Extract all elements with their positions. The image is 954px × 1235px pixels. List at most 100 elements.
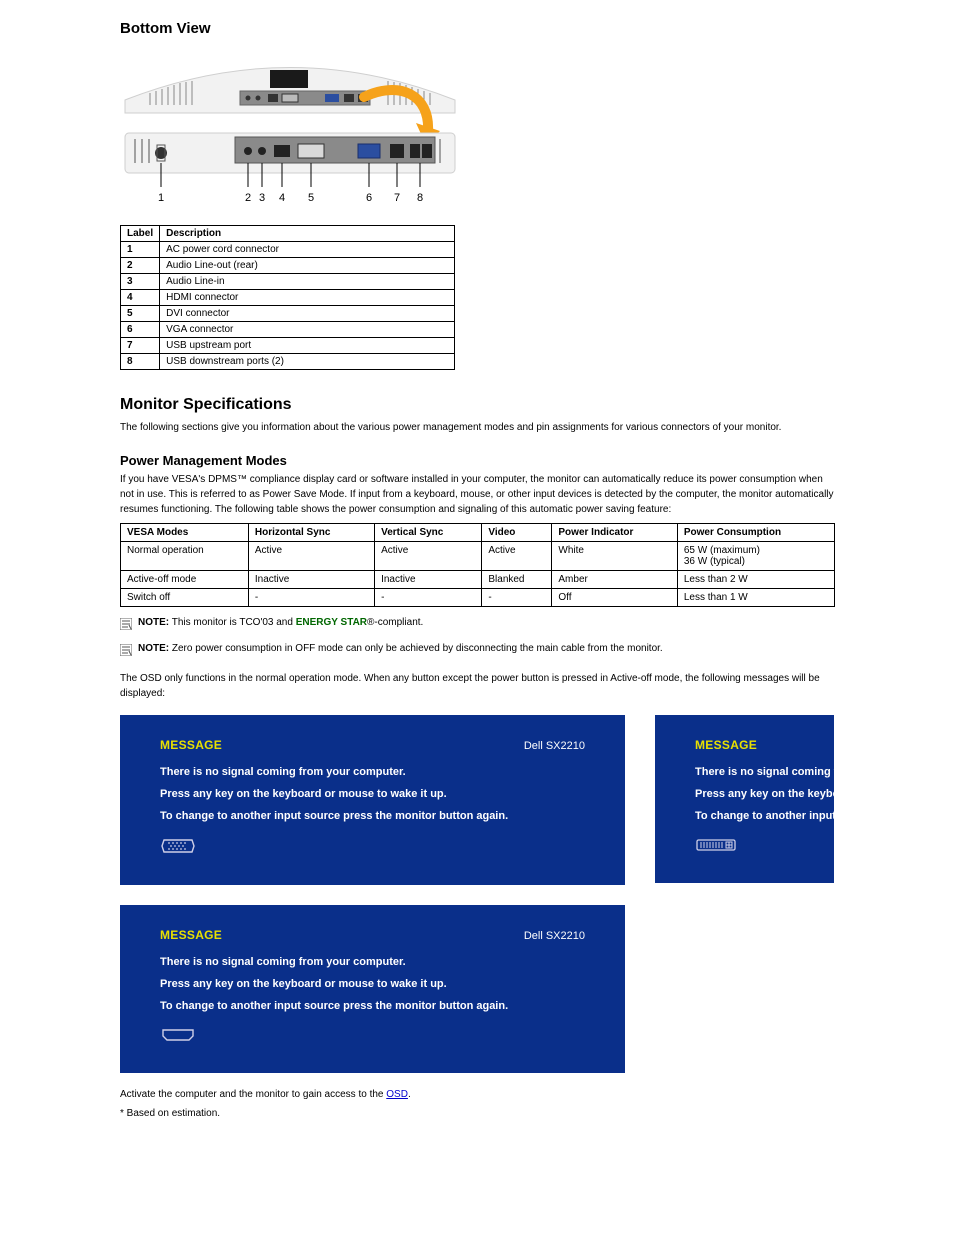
osd-line: To change to another input source press … <box>160 805 585 827</box>
port-number: 5 <box>121 306 160 322</box>
osd-box-hdmi: MESSAGE Dell SX2210 There is no signal c… <box>120 905 625 1073</box>
port-table-header: Description <box>160 226 455 242</box>
pm-table-cell: Blanked <box>482 571 552 589</box>
pm-table-cell: Active-off mode <box>121 571 249 589</box>
note-compliance: NOTE: This monitor is TCO'03 and ENERGY … <box>120 617 834 633</box>
osd-heading: MESSAGE <box>160 733 222 757</box>
note-text: This monitor is TCO'03 and <box>172 617 296 628</box>
osd-line: There is no signal coming from <box>695 761 834 783</box>
table-row: Active-off modeInactiveInactiveBlankedAm… <box>121 571 835 589</box>
pm-table-cell: - <box>482 589 552 607</box>
activate-text: Activate the computer and the monitor to… <box>120 1089 386 1100</box>
specifications-heading: Monitor Specifications <box>120 396 834 414</box>
pm-table-cell: Active <box>375 542 482 571</box>
note-zero-power: NOTE: Zero power consumption in OFF mode… <box>120 643 834 659</box>
note-text: Zero power consumption in OFF mode can o… <box>172 643 663 654</box>
port-number: 1 <box>121 242 160 258</box>
osd-line: There is no signal coming from your comp… <box>160 761 585 783</box>
svg-text:1: 1 <box>158 192 164 204</box>
pm-table-cell: Active <box>482 542 552 571</box>
port-description: DVI connector <box>160 306 455 322</box>
power-modes-table: VESA ModesHorizontal SyncVertical SyncVi… <box>120 523 835 607</box>
port-number: 7 <box>121 338 160 354</box>
pm-table-header: Power Consumption <box>677 524 834 542</box>
osd-message-boxes: MESSAGE Dell SX2210 There is no signal c… <box>120 715 834 1073</box>
power-modes-heading: Power Management Modes <box>120 453 834 468</box>
osd-model: Dell SX2210 <box>524 735 585 757</box>
pm-table-header: VESA Modes <box>121 524 249 542</box>
table-row: Normal operationActiveActiveActiveWhite6… <box>121 542 835 571</box>
table-row: 3Audio Line-in <box>121 274 455 290</box>
pm-table-header: Video <box>482 524 552 542</box>
pm-table-cell: Less than 1 W <box>677 589 834 607</box>
osd-line: Press any key on the keyboard or mouse t… <box>160 973 585 995</box>
port-description: VGA connector <box>160 322 455 338</box>
table-row: 2Audio Line-out (rear) <box>121 258 455 274</box>
osd-link[interactable]: OSD <box>386 1089 408 1100</box>
pm-table-cell: Normal operation <box>121 542 249 571</box>
note-label: NOTE: <box>138 643 169 654</box>
energystar-label: ENERGY STAR <box>296 617 367 628</box>
product-photo: 1 2 3 4 5 6 7 8 <box>120 45 834 215</box>
vga-icon <box>160 837 585 863</box>
activate-text: . <box>408 1089 411 1100</box>
port-number: 2 <box>121 258 160 274</box>
port-table: Label Description 1AC power cord connect… <box>120 225 455 370</box>
pm-table-cell: Inactive <box>375 571 482 589</box>
table-row: 7USB upstream port <box>121 338 455 354</box>
dvi-icon <box>695 837 834 861</box>
pm-table-cell: 65 W (maximum) 36 W (typical) <box>677 542 834 571</box>
port-number: 8 <box>121 354 160 370</box>
svg-text:3: 3 <box>259 192 265 204</box>
port-table-header: Label <box>121 226 160 242</box>
note-icon <box>120 644 132 659</box>
table-row: 5DVI connector <box>121 306 455 322</box>
osd-line: Press any key on the keyboard or mouse t… <box>160 783 585 805</box>
port-description: Audio Line-out (rear) <box>160 258 455 274</box>
table-row: 1AC power cord connector <box>121 242 455 258</box>
svg-text:4: 4 <box>279 192 285 204</box>
port-description: USB downstream ports (2) <box>160 354 455 370</box>
note-icon <box>120 618 132 633</box>
osd-model: Dell SX2210 <box>524 925 585 947</box>
pm-table-cell: Switch off <box>121 589 249 607</box>
osd-line: Press any key on the keyboard o <box>695 783 834 805</box>
osd-line: To change to another input source press … <box>160 995 585 1017</box>
osd-heading: MESSAGE <box>160 923 222 947</box>
pm-table-header: Power Indicator <box>552 524 677 542</box>
port-description: AC power cord connector <box>160 242 455 258</box>
note-label: NOTE: <box>138 617 169 628</box>
footnote: * Based on estimation. <box>120 1108 834 1119</box>
port-number: 6 <box>121 322 160 338</box>
svg-text:2: 2 <box>245 192 251 204</box>
svg-text:7: 7 <box>394 192 400 204</box>
port-number: 3 <box>121 274 160 290</box>
pm-table-cell: - <box>248 589 374 607</box>
pm-table-cell: Off <box>552 589 677 607</box>
osd-line: There is no signal coming from your comp… <box>160 951 585 973</box>
port-description: Audio Line-in <box>160 274 455 290</box>
table-row: 8USB downstream ports (2) <box>121 354 455 370</box>
table-row: 6VGA connector <box>121 322 455 338</box>
note-text: ®-compliant. <box>367 617 423 628</box>
table-row: Switch off---OffLess than 1 W <box>121 589 835 607</box>
power-modes-intro: If you have VESA's DPMS™ compliance disp… <box>120 472 834 517</box>
pm-table-cell: Active <box>248 542 374 571</box>
pm-table-cell: Inactive <box>248 571 374 589</box>
svg-text:8: 8 <box>417 192 423 204</box>
hdmi-icon <box>160 1027 585 1051</box>
svg-text:5: 5 <box>308 192 314 204</box>
osd-intro: The OSD only functions in the normal ope… <box>120 671 834 701</box>
osd-line: To change to another input sour <box>695 805 834 827</box>
port-description: USB upstream port <box>160 338 455 354</box>
port-description: HDMI connector <box>160 290 455 306</box>
pm-table-cell: White <box>552 542 677 571</box>
osd-box-vga: MESSAGE Dell SX2210 There is no signal c… <box>120 715 625 885</box>
port-number: 4 <box>121 290 160 306</box>
svg-text:6: 6 <box>366 192 372 204</box>
pm-table-cell: - <box>375 589 482 607</box>
pm-table-header: Vertical Sync <box>375 524 482 542</box>
specifications-intro: The following sections give you informat… <box>120 420 834 435</box>
osd-box-dvi: MESSAGE There is no signal coming from P… <box>655 715 834 883</box>
table-row: 4HDMI connector <box>121 290 455 306</box>
